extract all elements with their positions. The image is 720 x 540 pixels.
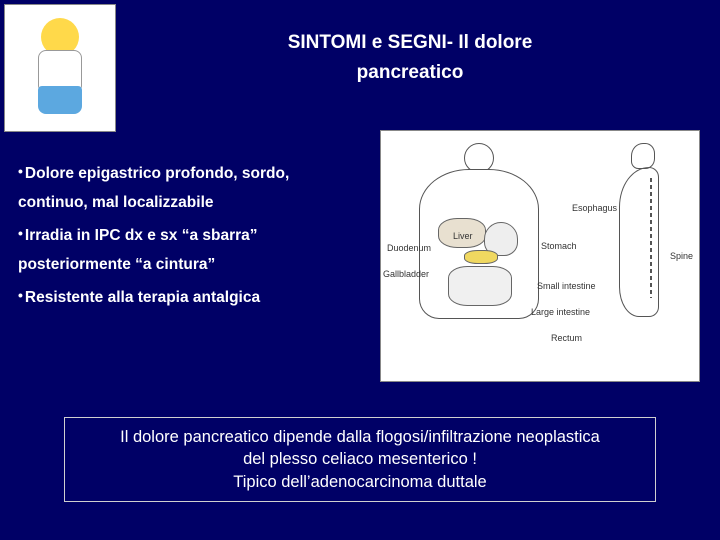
- cartoon-figure: [25, 18, 95, 118]
- footer-line-1: Il dolore pancreatico dipende dalla flog…: [77, 426, 643, 448]
- label-esophagus: Esophagus: [572, 203, 617, 213]
- spine-shape: [650, 178, 652, 298]
- intestine-shape: [448, 266, 512, 306]
- pancreas-shape: [464, 250, 498, 264]
- label-liver: Liver: [453, 231, 473, 241]
- slide-title: SINTOMI e SEGNI- Il dolore pancreatico: [120, 28, 700, 89]
- bullet-item: •Irradia in IPC dx e sx “a sbarra” poste…: [18, 220, 358, 280]
- footer-line-3: Tipico dell’adenocarcinoma duttale: [77, 471, 643, 493]
- bullet-text: Dolore epigastrico profondo, sordo, cont…: [18, 165, 289, 211]
- bullet-item: •Resistente alla terapia antalgica: [18, 282, 358, 312]
- label-large-intestine: Large intestine: [531, 307, 590, 317]
- label-duodenum: Duodenum: [387, 243, 431, 253]
- footer-line-2: del plesso celiaco mesenterico !: [77, 448, 643, 470]
- bullet-text: Irradia in IPC dx e sx “a sbarra” poster…: [18, 227, 258, 273]
- title-line-2: pancreatico: [120, 58, 700, 88]
- title-line-1: SINTOMI e SEGNI- Il dolore: [120, 28, 700, 58]
- cartoon-image: [4, 4, 116, 132]
- anatomy-diagram: Esophagus Liver Duodenum Stomach Gallbla…: [380, 130, 700, 382]
- bullet-item: •Dolore epigastrico profondo, sordo, con…: [18, 158, 358, 218]
- footer-note: Il dolore pancreatico dipende dalla flog…: [64, 417, 656, 502]
- bullet-text: Resistente alla terapia antalgica: [25, 289, 260, 306]
- label-gallbladder: Gallbladder: [383, 269, 429, 279]
- label-rectum: Rectum: [551, 333, 582, 343]
- label-small-intestine: Small intestine: [537, 281, 596, 291]
- anatomy-front-view: [409, 143, 549, 363]
- bullet-list: •Dolore epigastrico profondo, sordo, con…: [18, 158, 358, 314]
- label-stomach: Stomach: [541, 241, 577, 251]
- label-spine: Spine: [670, 251, 693, 261]
